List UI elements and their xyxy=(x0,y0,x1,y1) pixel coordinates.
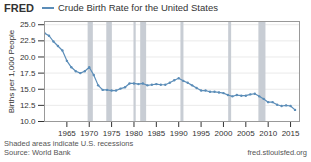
svg-text:1980: 1980 xyxy=(125,129,143,138)
svg-text:2010: 2010 xyxy=(259,129,277,138)
svg-text:1965: 1965 xyxy=(58,129,76,138)
html-text:fred.stlouisfed.org: fred.stlouisfed.org xyxy=(247,148,307,157)
html-text:Source: World Bank: Source: World Bank xyxy=(4,148,71,157)
html-text:FRED: FRED xyxy=(4,1,34,14)
html-text:Shaded areas indicate U.S. rec: Shaded areas indicate U.S. recessions xyxy=(4,139,134,148)
svg-text:25.0: 25.0 xyxy=(20,20,36,29)
svg-text:12.5: 12.5 xyxy=(20,101,36,110)
svg-text:20.0: 20.0 xyxy=(20,53,36,62)
html-text:Crude Birth Rate for the Unite: Crude Birth Rate for the United States xyxy=(58,2,218,13)
svg-text:10.0: 10.0 xyxy=(20,117,36,126)
svg-text:2005: 2005 xyxy=(237,129,255,138)
svg-text:1975: 1975 xyxy=(103,129,121,138)
svg-text:1995: 1995 xyxy=(192,129,210,138)
svg-text:2000: 2000 xyxy=(215,129,233,138)
svg-text:1985: 1985 xyxy=(147,129,165,138)
svg-text:17.5: 17.5 xyxy=(20,69,36,78)
svg-text:1970: 1970 xyxy=(80,129,98,138)
svg-text:1990: 1990 xyxy=(170,129,188,138)
svg-text:2015: 2015 xyxy=(282,129,300,138)
svg-text:22.5: 22.5 xyxy=(20,36,36,45)
svg-text:Births per 1,000 People: Births per 1,000 People xyxy=(7,29,16,113)
svg-text:15.0: 15.0 xyxy=(20,85,36,94)
